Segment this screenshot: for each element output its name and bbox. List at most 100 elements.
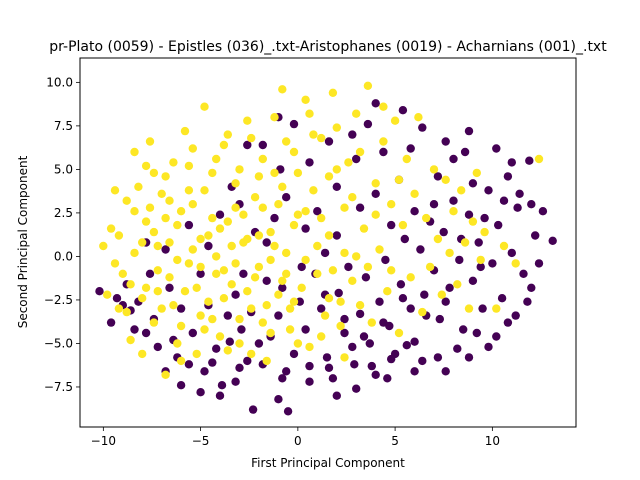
scatter-point-s0-111 — [320, 248, 330, 258]
scatter-point-s0-48 — [420, 290, 429, 299]
scatter-point-s1-5 — [118, 269, 128, 278]
scatter-point-s0-69 — [525, 156, 534, 165]
scatter-point-s1-99 — [492, 304, 501, 313]
scatter-point-s1-34 — [231, 179, 240, 188]
scatter-point-s1-61 — [336, 321, 345, 331]
scatter-point-s0-15 — [243, 356, 252, 366]
scatter-point-s1-40 — [254, 262, 264, 272]
scatter-point-s0-132 — [340, 314, 349, 324]
scatter-point-s0-64 — [497, 294, 507, 303]
scatter-point-s0-122 — [387, 220, 396, 230]
scatter-point-s0-110 — [332, 231, 341, 240]
scatter-point-s1-58 — [324, 172, 334, 181]
scatter-point-s0-159 — [507, 158, 516, 167]
scatter-point-s1-183 — [165, 196, 174, 205]
scatter-point-s0-135 — [278, 283, 287, 292]
scatter-point-s0-30 — [328, 374, 338, 383]
scatter-point-s0-164 — [371, 99, 380, 108]
scatter-point-s1-136 — [371, 210, 380, 219]
scatter-point-s0-137 — [223, 311, 232, 320]
scatter-point-s1-66 — [355, 301, 365, 310]
scatter-point-s0-81 — [387, 354, 396, 364]
scatter-point-s0-65 — [503, 172, 513, 181]
scatter-point-s0-96 — [332, 182, 341, 191]
scatter-point-s1-110 — [169, 301, 178, 310]
scatter-point-s0-158 — [527, 200, 536, 209]
scatter-point-s0-47 — [416, 245, 425, 254]
scatter-point-s0-101 — [406, 144, 415, 153]
scatter-point-s1-64 — [348, 276, 357, 285]
scatter-point-s1-30 — [215, 332, 225, 341]
scatter-point-s0-147 — [274, 395, 283, 404]
scatter-point-s1-188 — [223, 346, 232, 355]
chart-title: pr-Plato (0059) - Epistles (036)_.txt-Ar… — [49, 39, 607, 55]
scatter-point-s1-148 — [204, 231, 213, 240]
x-tick-label: −10 — [91, 434, 116, 448]
scatter-point-s0-33 — [344, 262, 353, 272]
scatter-point-s1-31 — [219, 140, 229, 150]
scatter-point-s1-68 — [363, 81, 373, 91]
scatter-point-s1-119 — [239, 210, 248, 219]
scatter-point-s1-93 — [460, 238, 470, 247]
scatter-point-s1-1 — [103, 290, 112, 299]
scatter-point-s1-191 — [258, 318, 267, 327]
scatter-point-s1-153 — [243, 234, 252, 244]
scatter-point-s1-179 — [336, 297, 345, 306]
scatter-point-s1-111 — [176, 207, 186, 216]
scatter-point-s0-13 — [231, 290, 240, 299]
scatter-point-s0-83 — [348, 342, 357, 352]
scatter-point-s1-67 — [359, 224, 369, 233]
scatter-point-s1-112 — [184, 161, 194, 171]
scatter-point-s1-27 — [204, 297, 213, 306]
scatter-point-s1-157 — [274, 200, 283, 209]
scatter-point-s1-102 — [534, 154, 544, 164]
scatter-point-s1-195 — [305, 109, 314, 118]
scatter-point-s0-126 — [476, 262, 485, 272]
scatter-point-s1-59 — [328, 266, 338, 275]
scatter-point-s1-50 — [293, 210, 303, 219]
scatter-point-s0-113 — [282, 193, 291, 202]
scatter-point-s1-120 — [247, 349, 256, 359]
scatter-point-s0-108 — [499, 196, 509, 205]
scatter-point-s1-164 — [161, 213, 170, 223]
scatter-point-s0-82 — [367, 361, 376, 371]
scatter-point-s0-141 — [165, 283, 174, 292]
scatter-point-s0-0 — [95, 287, 104, 296]
scatter-point-s1-189 — [235, 165, 244, 174]
scatter-point-s0-98 — [363, 119, 373, 129]
scatter-point-s1-95 — [468, 217, 478, 226]
scatter-point-s0-67 — [513, 203, 522, 212]
scatter-point-s0-62 — [488, 259, 497, 268]
scatter-point-s0-51 — [435, 314, 444, 324]
scatter-point-s0-36 — [361, 273, 371, 282]
scatter-point-s0-134 — [297, 262, 306, 272]
scatter-point-s0-123 — [410, 207, 419, 216]
scatter-point-s1-86 — [433, 234, 443, 244]
scatter-point-s0-45 — [406, 304, 415, 313]
scatter-point-s1-146 — [188, 245, 197, 254]
scatter-point-s1-134 — [355, 147, 365, 157]
scatter-point-s1-178 — [324, 231, 334, 240]
scatter-point-s1-147 — [196, 311, 205, 320]
scatter-point-s0-131 — [359, 332, 369, 341]
scatter-point-s0-121 — [371, 189, 380, 198]
scatter-point-s0-43 — [396, 280, 406, 289]
scatter-point-s1-3 — [110, 259, 120, 268]
x-tick-label: 10 — [485, 434, 500, 448]
scatter-point-s0-31 — [334, 288, 343, 298]
scatter-point-s0-118 — [258, 140, 267, 150]
scatter-point-s0-73 — [527, 283, 536, 292]
scatter-point-s1-45 — [274, 290, 283, 299]
scatter-point-s0-60 — [478, 304, 487, 313]
scatter-point-s1-51 — [297, 283, 306, 292]
scatter-point-s0-105 — [460, 147, 470, 157]
y-axis-title: Second Principal Component — [16, 155, 30, 328]
scatter-point-s0-107 — [480, 213, 489, 223]
scatter-point-s0-166 — [324, 137, 334, 146]
scatter-point-s1-159 — [289, 220, 299, 230]
scatter-point-s1-37 — [243, 116, 252, 125]
scatter-point-s1-77 — [398, 220, 408, 230]
scatter-point-s0-90 — [188, 328, 197, 338]
scatter-point-s1-35 — [235, 339, 244, 348]
